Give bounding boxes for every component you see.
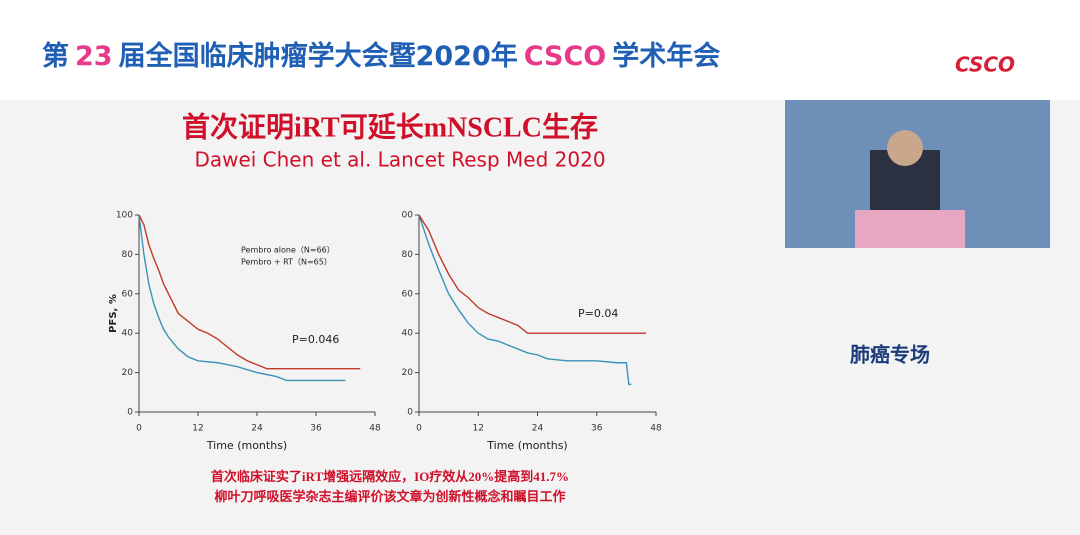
y-tick-label: 0 xyxy=(127,408,133,418)
slide-subtitle: Dawei Chen et al. Lancet Resp Med 2020 xyxy=(194,148,605,172)
logo: CSCO xyxy=(955,53,1015,77)
x-tick-label: 12 xyxy=(473,424,484,434)
x-axis-label: Time (months) xyxy=(206,439,287,452)
survival-curve xyxy=(138,214,346,382)
speaker-head xyxy=(887,130,923,166)
legend-entry: Pembro + RT（N=65） xyxy=(241,258,332,267)
header-title-part: CSCO xyxy=(524,41,607,72)
y-tick-label: 40 xyxy=(122,329,134,339)
y-tick-label: 100 xyxy=(116,211,133,221)
p-value: P=0.046 xyxy=(292,333,339,346)
x-tick-label: 0 xyxy=(416,424,422,434)
x-axis-label: Time (months) xyxy=(486,439,567,452)
session-label: 肺癌专场 xyxy=(850,343,930,367)
survival-curve xyxy=(418,214,647,334)
header-title-part: 届全国临床肿瘤学大会暨2020年 xyxy=(119,40,518,72)
x-tick-label: 36 xyxy=(310,424,322,434)
y-tick-label: 60 xyxy=(122,289,134,299)
y-tick-label: 40 xyxy=(402,329,414,339)
x-tick-label: 48 xyxy=(369,424,381,434)
slide-title: 首次证明iRT可延长mNSCLC生存 xyxy=(182,110,598,143)
header-title-part: 第 xyxy=(42,40,69,72)
x-tick-label: 24 xyxy=(251,424,263,434)
x-tick-label: 0 xyxy=(136,424,142,434)
y-axis-label: PFS, % xyxy=(108,294,119,333)
x-tick-label: 48 xyxy=(650,424,662,434)
y-tick-label: 80 xyxy=(122,250,134,260)
header-title-part: 23 xyxy=(75,41,113,72)
survival-curve xyxy=(138,214,361,370)
survival-curve xyxy=(418,214,632,386)
y-tick-label: 0 xyxy=(407,408,413,418)
header-title: 第 23 届全国临床肿瘤学大会暨2020年 CSCO 学术年会 xyxy=(42,40,720,72)
flowers xyxy=(855,210,965,248)
y-tick-label: 80 xyxy=(402,250,414,260)
footnote: 柳叶刀呼吸医学杂志主编评价该文章为创新性概念和瞩目工作 xyxy=(214,489,565,504)
y-tick-label: 20 xyxy=(122,368,134,378)
x-tick-label: 36 xyxy=(591,424,603,434)
header-title-part: 学术年会 xyxy=(612,40,720,72)
footnote: 首次临床证实了iRT增强远隔效应，IO疗效从20%提高到41.7% xyxy=(211,469,569,484)
legend-entry: Pembro alone（N=66） xyxy=(241,246,335,255)
y-tick-label: 20 xyxy=(402,368,414,378)
x-tick-label: 12 xyxy=(192,424,203,434)
header-bar xyxy=(0,0,1080,100)
y-tick-label: 60 xyxy=(402,289,414,299)
p-value: P=0.04 xyxy=(578,307,618,320)
y-tick-label: 00 xyxy=(402,211,414,221)
x-tick-label: 24 xyxy=(532,424,544,434)
